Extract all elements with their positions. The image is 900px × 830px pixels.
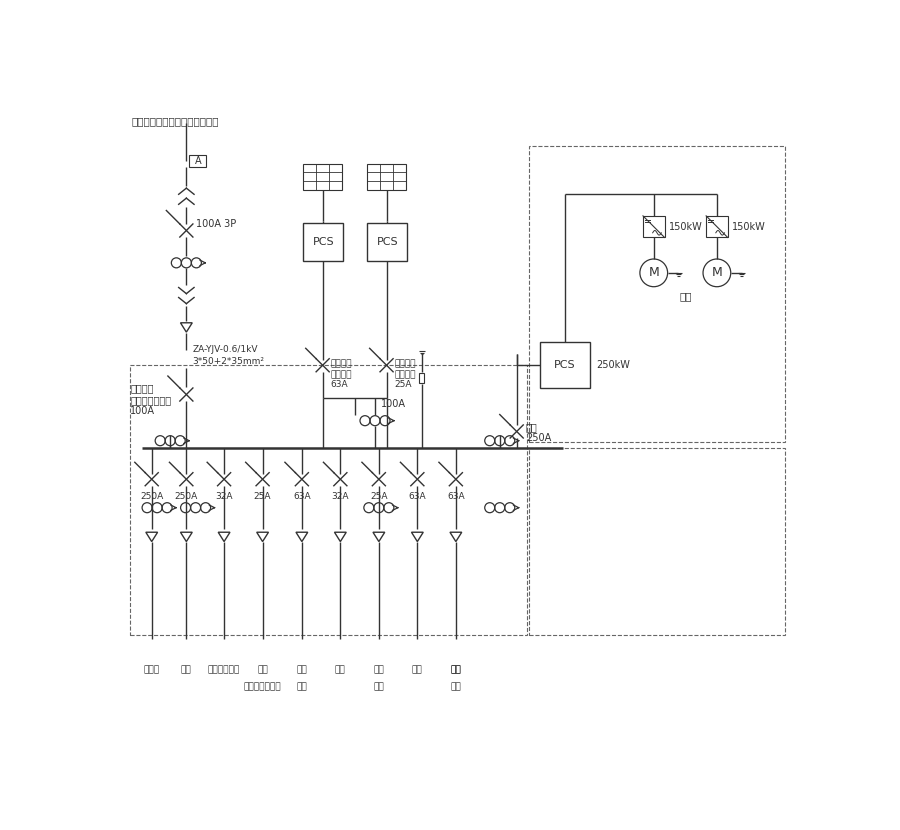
Text: PCS: PCS	[554, 360, 576, 370]
Text: 63A: 63A	[330, 380, 348, 389]
Bar	[540, 342, 590, 388]
Text: 備用: 備用	[374, 681, 384, 691]
Polygon shape	[296, 532, 308, 542]
Bar	[706, 216, 728, 237]
Polygon shape	[256, 532, 268, 542]
Text: 現有低壓柜（冷機水泵配電柜）: 現有低壓柜（冷機水泵配電柜）	[131, 116, 220, 126]
Bar	[367, 164, 406, 190]
Polygon shape	[450, 532, 462, 542]
Text: 備用: 備用	[257, 665, 268, 674]
Text: 250A: 250A	[140, 491, 163, 500]
Bar	[367, 222, 408, 261]
Polygon shape	[181, 323, 193, 332]
Text: 磁懸浮軸承電源: 磁懸浮軸承電源	[244, 681, 282, 691]
Text: PCS: PCS	[376, 237, 398, 247]
Text: 備用: 備用	[374, 665, 384, 674]
Text: 備用: 備用	[451, 665, 461, 674]
Polygon shape	[146, 532, 158, 542]
Text: 100A: 100A	[382, 398, 406, 408]
Text: 光伏進線: 光伏進線	[330, 359, 352, 369]
Bar	[529, 146, 785, 442]
Text: 150kW: 150kW	[670, 222, 703, 232]
Text: 光伏進線: 光伏進線	[394, 359, 416, 369]
Text: 備用: 備用	[412, 665, 423, 674]
Text: 備用: 備用	[451, 681, 461, 691]
Text: 25A: 25A	[254, 491, 271, 500]
Text: 100A: 100A	[130, 406, 155, 416]
Polygon shape	[335, 532, 346, 542]
Text: A: A	[194, 156, 202, 166]
Text: ZA-YJV-0.6/1kV: ZA-YJV-0.6/1kV	[193, 344, 258, 354]
Bar	[303, 222, 344, 261]
Polygon shape	[411, 532, 423, 542]
Bar	[529, 447, 785, 635]
Bar	[189, 155, 206, 168]
Text: 25A: 25A	[394, 380, 412, 389]
Text: PCS: PCS	[312, 237, 334, 247]
Polygon shape	[181, 532, 193, 542]
Text: M: M	[648, 266, 659, 280]
Text: 失壓脫扣: 失壓脫扣	[330, 370, 352, 379]
Bar	[643, 216, 664, 237]
Bar	[419, 374, 425, 383]
Text: 32A: 32A	[331, 491, 349, 500]
Text: 250kW: 250kW	[596, 360, 630, 370]
Text: 充電樁: 充電樁	[144, 665, 160, 674]
Text: 備用: 備用	[335, 665, 346, 674]
Text: 250A: 250A	[175, 491, 198, 500]
Text: 250A: 250A	[526, 433, 551, 443]
Text: 備用: 備用	[296, 681, 307, 691]
Text: M: M	[712, 266, 723, 280]
Bar	[130, 365, 526, 635]
Text: 63A: 63A	[293, 491, 310, 500]
Text: 飛輪輔助電源: 飛輪輔助電源	[208, 665, 240, 674]
Bar	[303, 164, 342, 190]
Polygon shape	[218, 532, 230, 542]
Text: 備用: 備用	[451, 665, 461, 674]
Text: 失壓脫扣: 失壓脫扣	[394, 370, 416, 379]
Text: 25A: 25A	[370, 491, 388, 500]
Text: 63A: 63A	[447, 491, 464, 500]
Text: 3*50+2*35mm²: 3*50+2*35mm²	[193, 357, 265, 366]
Text: 100A 3P: 100A 3P	[195, 219, 236, 229]
Text: 備用: 備用	[296, 665, 307, 674]
Text: 飛輪: 飛輪	[526, 422, 537, 432]
Polygon shape	[373, 532, 385, 542]
Text: 加防逆功率裝置: 加防逆功率裝置	[130, 395, 171, 405]
Text: 63A: 63A	[409, 491, 427, 500]
Text: 150kW: 150kW	[733, 222, 766, 232]
Text: 32A: 32A	[215, 491, 233, 500]
Text: 備用: 備用	[181, 665, 192, 674]
Text: 市電進線: 市電進線	[130, 383, 154, 393]
Text: 飛輪: 飛輪	[680, 291, 691, 301]
